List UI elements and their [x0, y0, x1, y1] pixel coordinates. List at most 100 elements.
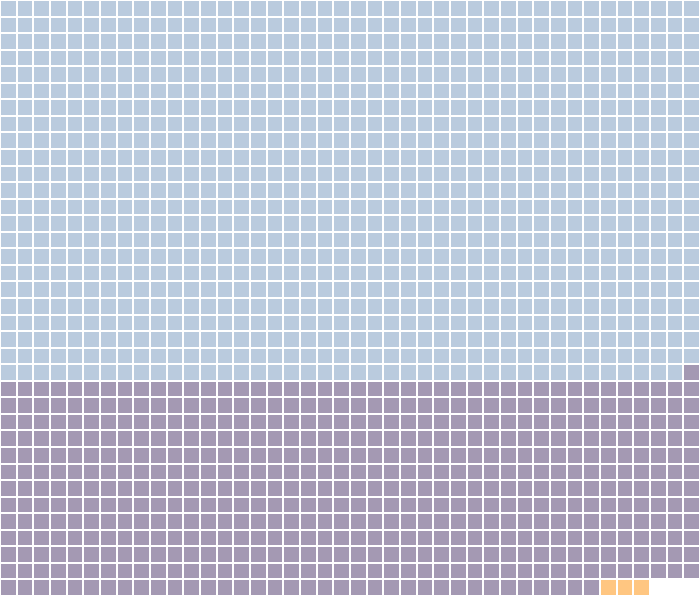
waffle-cell	[433, 17, 450, 34]
waffle-cell	[233, 0, 250, 17]
waffle-cell	[383, 83, 400, 100]
waffle-cell	[583, 149, 600, 166]
waffle-cell	[633, 265, 650, 282]
waffle-cell	[633, 364, 650, 381]
waffle-cell	[67, 215, 84, 232]
waffle-cell	[267, 579, 284, 596]
waffle-cell	[683, 116, 700, 133]
waffle-cell	[567, 265, 584, 282]
waffle-cell	[650, 182, 667, 199]
waffle-cell	[650, 563, 667, 580]
waffle-cell	[183, 513, 200, 530]
waffle-cell	[300, 116, 317, 133]
waffle-cell	[200, 99, 217, 116]
waffle-cell	[483, 530, 500, 547]
waffle-cell	[417, 348, 434, 365]
waffle-cell	[17, 348, 34, 365]
waffle-cell	[350, 414, 367, 431]
waffle-cell	[250, 281, 267, 298]
waffle-cell	[500, 381, 517, 398]
waffle-cell	[33, 430, 50, 447]
waffle-cell	[617, 50, 634, 67]
waffle-cell	[633, 298, 650, 315]
waffle-cell	[633, 530, 650, 547]
waffle-cell	[333, 414, 350, 431]
waffle-cell	[133, 464, 150, 481]
waffle-cell	[467, 248, 484, 265]
waffle-cell	[183, 414, 200, 431]
waffle-cell	[83, 579, 100, 596]
waffle-cell	[567, 182, 584, 199]
waffle-cell	[83, 497, 100, 514]
waffle-cell	[617, 33, 634, 50]
waffle-cell	[433, 33, 450, 50]
waffle-cell	[667, 66, 684, 83]
waffle-cell	[450, 315, 467, 332]
waffle-cell	[350, 0, 367, 17]
waffle-cell	[283, 480, 300, 497]
waffle-cell	[67, 166, 84, 183]
waffle-cell	[283, 530, 300, 547]
waffle-cell	[317, 232, 334, 249]
waffle-cell	[667, 298, 684, 315]
waffle-cell	[500, 33, 517, 50]
waffle-cell	[483, 480, 500, 497]
waffle-cell	[383, 464, 400, 481]
waffle-cell	[583, 298, 600, 315]
waffle-cell	[100, 546, 117, 563]
waffle-cell	[300, 199, 317, 216]
waffle-cell	[67, 447, 84, 464]
waffle-cell	[317, 364, 334, 381]
waffle-cell	[650, 348, 667, 365]
waffle-cell	[650, 116, 667, 133]
waffle-cell	[50, 480, 67, 497]
waffle-cell	[400, 298, 417, 315]
waffle-cell	[167, 364, 184, 381]
waffle-cell	[550, 513, 567, 530]
waffle-cell	[450, 33, 467, 50]
waffle-cell	[683, 331, 700, 348]
waffle-cell	[100, 298, 117, 315]
waffle-cell	[150, 430, 167, 447]
waffle-cell	[67, 579, 84, 596]
waffle-cell	[500, 182, 517, 199]
waffle-cell	[17, 530, 34, 547]
waffle-cell	[550, 464, 567, 481]
waffle-cell	[617, 166, 634, 183]
waffle-cell	[317, 464, 334, 481]
waffle-cell	[317, 579, 334, 596]
waffle-cell	[617, 348, 634, 365]
waffle-cell	[683, 480, 700, 497]
waffle-cell	[133, 315, 150, 332]
waffle-cell	[683, 364, 700, 381]
waffle-cell	[183, 298, 200, 315]
waffle-cell	[233, 430, 250, 447]
waffle-cell	[467, 331, 484, 348]
waffle-cell	[533, 33, 550, 50]
waffle-cell	[83, 66, 100, 83]
waffle-cell	[200, 513, 217, 530]
waffle-cell	[217, 265, 234, 282]
waffle-cell	[233, 530, 250, 547]
waffle-cell	[333, 298, 350, 315]
waffle-cell	[500, 248, 517, 265]
waffle-cell	[550, 149, 567, 166]
waffle-cell	[33, 331, 50, 348]
waffle-cell	[0, 281, 17, 298]
waffle-cell	[400, 199, 417, 216]
waffle-cell	[300, 348, 317, 365]
waffle-cell	[167, 116, 184, 133]
waffle-cell	[67, 281, 84, 298]
waffle-cell	[433, 464, 450, 481]
waffle-cell	[100, 364, 117, 381]
waffle-cell	[550, 50, 567, 67]
waffle-cell	[417, 298, 434, 315]
waffle-cell	[567, 248, 584, 265]
waffle-cell	[183, 464, 200, 481]
waffle-cell	[500, 464, 517, 481]
waffle-cell	[150, 182, 167, 199]
waffle-cell	[183, 99, 200, 116]
waffle-cell	[133, 182, 150, 199]
waffle-cell	[250, 447, 267, 464]
waffle-cell	[533, 281, 550, 298]
